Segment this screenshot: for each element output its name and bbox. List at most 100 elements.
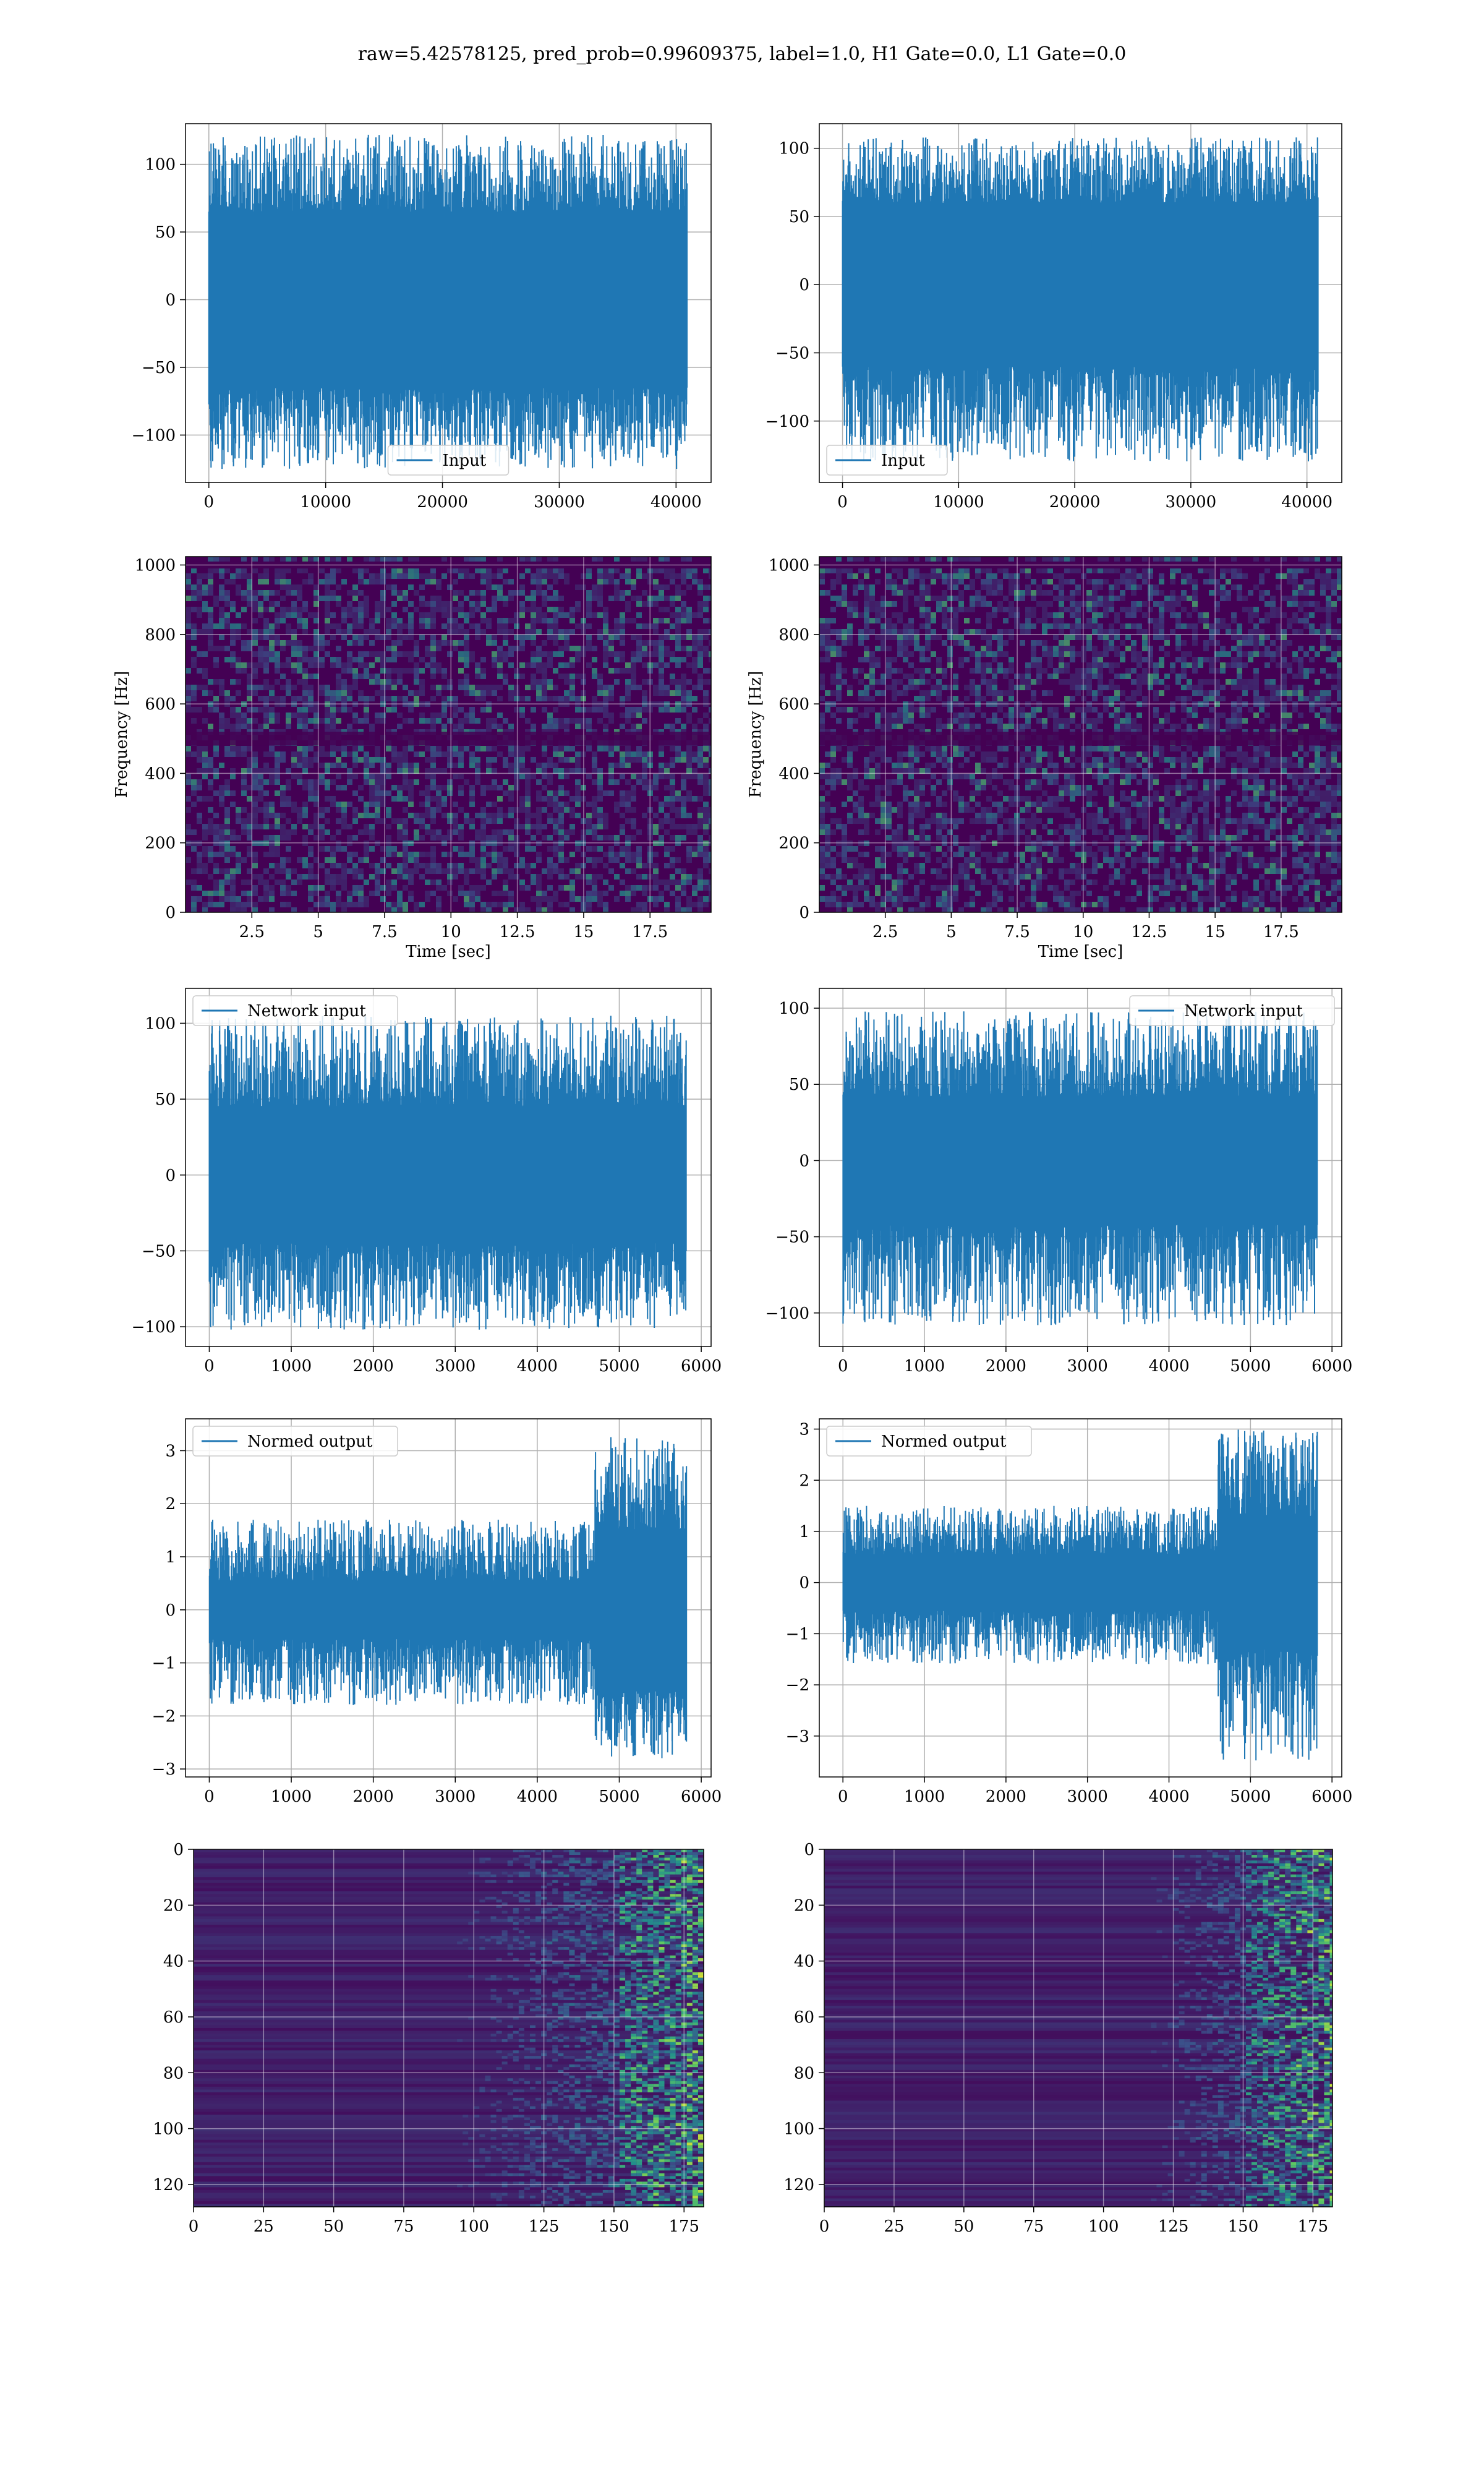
- y-tick-label: 1000: [135, 556, 176, 575]
- y-tick-label: −2: [786, 1676, 809, 1695]
- axes-frame: [185, 988, 712, 1347]
- y-tick-label: −50: [775, 344, 809, 362]
- dark-band: [819, 732, 1342, 746]
- legend-box: [826, 1426, 1032, 1457]
- y-tick-label: 50: [789, 1076, 809, 1094]
- y-tick-label: 0: [165, 1601, 176, 1620]
- legend: Input: [387, 445, 510, 476]
- x-tick-label: 20000: [1049, 493, 1101, 511]
- y-tick-label: 100: [783, 2120, 814, 2139]
- legend-box: [826, 445, 948, 476]
- dark-band-top: [819, 561, 1342, 569]
- legend-box: [387, 445, 510, 476]
- y-tick-label: 60: [163, 2008, 184, 2027]
- x-tick-label: 5000: [1230, 1357, 1271, 1376]
- x-tick-label: 20000: [417, 493, 468, 511]
- chart-normout-l1: Normed output 0 1000 2000 3000 4000 5000 6000 −3…: [786, 1418, 1352, 1806]
- y-axis-label: Frequency [Hz]: [113, 671, 131, 798]
- y-tick-label: 20: [163, 1896, 184, 1915]
- axes-frame: [185, 1418, 712, 1778]
- y-tick-label: 50: [155, 1090, 176, 1109]
- heatmap-cells: [194, 1849, 704, 2207]
- heatmap-cells: [819, 557, 1342, 912]
- y-tick-label: 40: [794, 1953, 814, 1971]
- y-axis-label: Frequency [Hz]: [746, 671, 765, 798]
- legend: Network input: [192, 995, 398, 1026]
- x-tick-label: 100: [458, 2217, 489, 2236]
- y-tick-label: −100: [765, 1304, 809, 1323]
- y-tick-label: 0: [799, 276, 809, 294]
- x-tick-label: 4000: [1148, 1787, 1189, 1806]
- legend-label: Input: [881, 452, 925, 470]
- x-tick-label: 6000: [1311, 1787, 1352, 1806]
- legend-box: [192, 1426, 398, 1457]
- y-tick-label: 80: [794, 2064, 814, 2082]
- axes-frame: [819, 988, 1342, 1347]
- y-tick-label: −1: [786, 1625, 809, 1643]
- series-signal: [842, 1429, 1318, 1761]
- dark-band-top: [186, 561, 711, 569]
- x-tick-label: 7.5: [372, 923, 397, 941]
- x-tick-label: 100: [1088, 2217, 1119, 2236]
- y-tick-label: 120: [783, 2176, 814, 2194]
- heatmap-cells: [824, 1849, 1333, 2207]
- x-tick-label: 1000: [271, 1787, 312, 1806]
- x-tick-label: 0: [837, 493, 848, 511]
- x-tick-label: 2000: [353, 1787, 394, 1806]
- x-tick-label: 150: [1228, 2217, 1259, 2236]
- y-tick-label: 2: [165, 1495, 176, 1513]
- y-tick-label: 100: [145, 156, 176, 174]
- y-tick-label: −3: [152, 1760, 176, 1779]
- x-tick-label: 30000: [1166, 493, 1217, 511]
- x-tick-label: 3000: [1067, 1787, 1108, 1806]
- signal-spikes: [842, 1011, 1318, 1325]
- x-tick-label: 15: [1205, 923, 1226, 941]
- x-tick-label: 4000: [517, 1357, 558, 1376]
- y-tick-label: 50: [155, 223, 176, 242]
- chart-normout-h1: Normed output 0 1000 2000 3000 4000 5000 6000 −3…: [152, 1418, 722, 1806]
- legend-box: [1129, 995, 1335, 1026]
- chart-feat-h1: 0 25 50 75 100 125 150 175 0 20 40 60 80 100 120: [153, 1841, 704, 2236]
- x-tick-label: 150: [599, 2217, 629, 2236]
- y-tick-label: 100: [153, 2120, 184, 2139]
- y-tick-label: 0: [165, 1166, 176, 1185]
- heatmap-cells: [186, 557, 711, 912]
- series-signal: [208, 1437, 688, 1758]
- y-tick-label: 120: [153, 2176, 184, 2194]
- chart-spec-l1: 2.5 5 7.5 10 12.5 15 17.5 0 200 400 600 800 1000 Time…: [746, 556, 1342, 961]
- x-tick-label: 40000: [1281, 493, 1333, 511]
- x-tick-label: 0: [204, 493, 215, 511]
- x-tick-label: 2000: [986, 1787, 1026, 1806]
- x-tick-label: 10: [1073, 923, 1093, 941]
- y-tick-label: −50: [775, 1228, 809, 1247]
- x-tick-label: 5: [946, 923, 957, 941]
- x-tick-label: 3000: [435, 1357, 475, 1376]
- legend: Network input: [1129, 995, 1335, 1026]
- y-tick-label: −2: [152, 1707, 176, 1726]
- signal-spikes: [208, 1016, 687, 1330]
- signal-spikes: [842, 1429, 1318, 1761]
- x-tick-label: 2000: [986, 1357, 1026, 1376]
- x-tick-label: 175: [1298, 2217, 1329, 2236]
- x-tick-label: 1000: [904, 1787, 945, 1806]
- x-tick-label: 3000: [435, 1787, 475, 1806]
- x-tick-label: 0: [819, 2217, 830, 2236]
- y-tick-label: 200: [145, 834, 176, 853]
- x-tick-label: 12.5: [1132, 923, 1167, 941]
- signal-spikes: [842, 137, 1319, 462]
- y-tick-label: 0: [173, 1841, 184, 1859]
- axes-frame: [193, 1849, 704, 2207]
- series-signal: [208, 134, 688, 469]
- legend-label: Normed output: [247, 1432, 373, 1451]
- x-tick-label: 40000: [650, 493, 702, 511]
- x-tick-label: 5: [313, 923, 323, 941]
- x-tick-label: 50: [953, 2217, 974, 2236]
- y-tick-label: 100: [778, 999, 809, 1018]
- x-tick-label: 0: [204, 1787, 215, 1806]
- x-tick-label: 175: [668, 2217, 699, 2236]
- x-tick-label: 125: [529, 2217, 560, 2236]
- x-tick-label: 1000: [271, 1357, 312, 1376]
- x-axis-label: Time [sec]: [406, 943, 491, 961]
- x-tick-label: 15: [573, 923, 594, 941]
